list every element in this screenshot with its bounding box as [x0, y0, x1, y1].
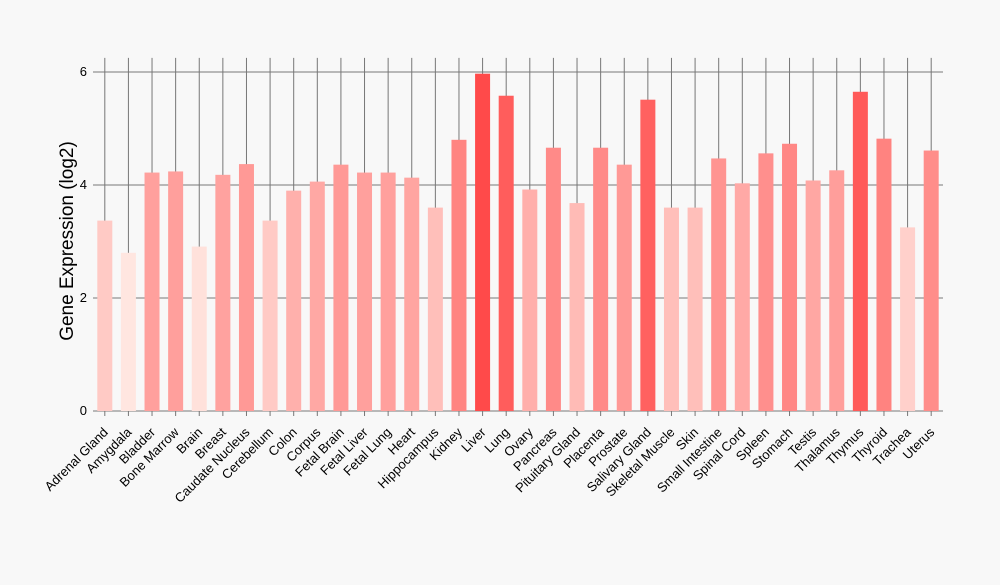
bar-pituitary-gland[interactable] [569, 203, 585, 411]
y-tick-label: 6 [80, 64, 87, 79]
bar-caudate-nucleus[interactable] [238, 164, 254, 411]
bar-fetal-brain[interactable] [333, 164, 349, 411]
bar-prostate[interactable] [616, 164, 632, 411]
x-tick-label: Liver [458, 424, 489, 455]
bar-bladder[interactable] [144, 172, 160, 411]
bar-spinal-cord[interactable] [734, 183, 750, 411]
bar-testis[interactable] [805, 180, 821, 411]
bar-placenta[interactable] [593, 147, 609, 411]
y-axis-label: Gene Expression (log2) [57, 141, 78, 341]
bar-pancreas[interactable] [545, 147, 561, 411]
bar-thymus[interactable] [852, 91, 868, 412]
bars [97, 73, 939, 412]
bar-lung[interactable] [498, 95, 514, 411]
y-tick-label: 4 [80, 177, 87, 192]
bar-hippocampus[interactable] [427, 207, 443, 411]
bar-fetal-liver[interactable] [357, 172, 373, 411]
bar-adrenal-gland[interactable] [97, 220, 113, 411]
bar-colon[interactable] [286, 190, 302, 411]
bar-breast[interactable] [215, 174, 231, 411]
y-tick-labels: 0 2 4 6 [80, 64, 87, 418]
bar-fetal-lung[interactable] [380, 172, 396, 411]
bar-brain[interactable] [191, 246, 207, 411]
bar-spleen[interactable] [758, 153, 774, 412]
bar-salivary-gland[interactable] [640, 99, 656, 411]
bar-bone-marrow[interactable] [168, 171, 184, 411]
bar-trachea[interactable] [900, 227, 916, 411]
y-tick-label: 2 [80, 290, 87, 305]
bar-corpus[interactable] [309, 181, 325, 411]
bar-kidney[interactable] [451, 139, 467, 412]
bar-ovary[interactable] [522, 189, 538, 411]
bar-heart[interactable] [404, 177, 420, 411]
bar-skeletal-muscle[interactable] [663, 207, 679, 411]
y-tick-label: 0 [80, 403, 87, 418]
bar-cerebellum[interactable] [262, 220, 278, 411]
bar-stomach[interactable] [782, 143, 798, 411]
bar-liver[interactable] [475, 73, 491, 411]
bar-thalamus[interactable] [829, 170, 845, 411]
bar-skin[interactable] [687, 207, 703, 411]
bar-thyroid[interactable] [876, 138, 892, 412]
bar-uterus[interactable] [923, 150, 939, 411]
bar-amygdala[interactable] [120, 252, 136, 411]
bar-small-intestine[interactable] [711, 158, 727, 411]
